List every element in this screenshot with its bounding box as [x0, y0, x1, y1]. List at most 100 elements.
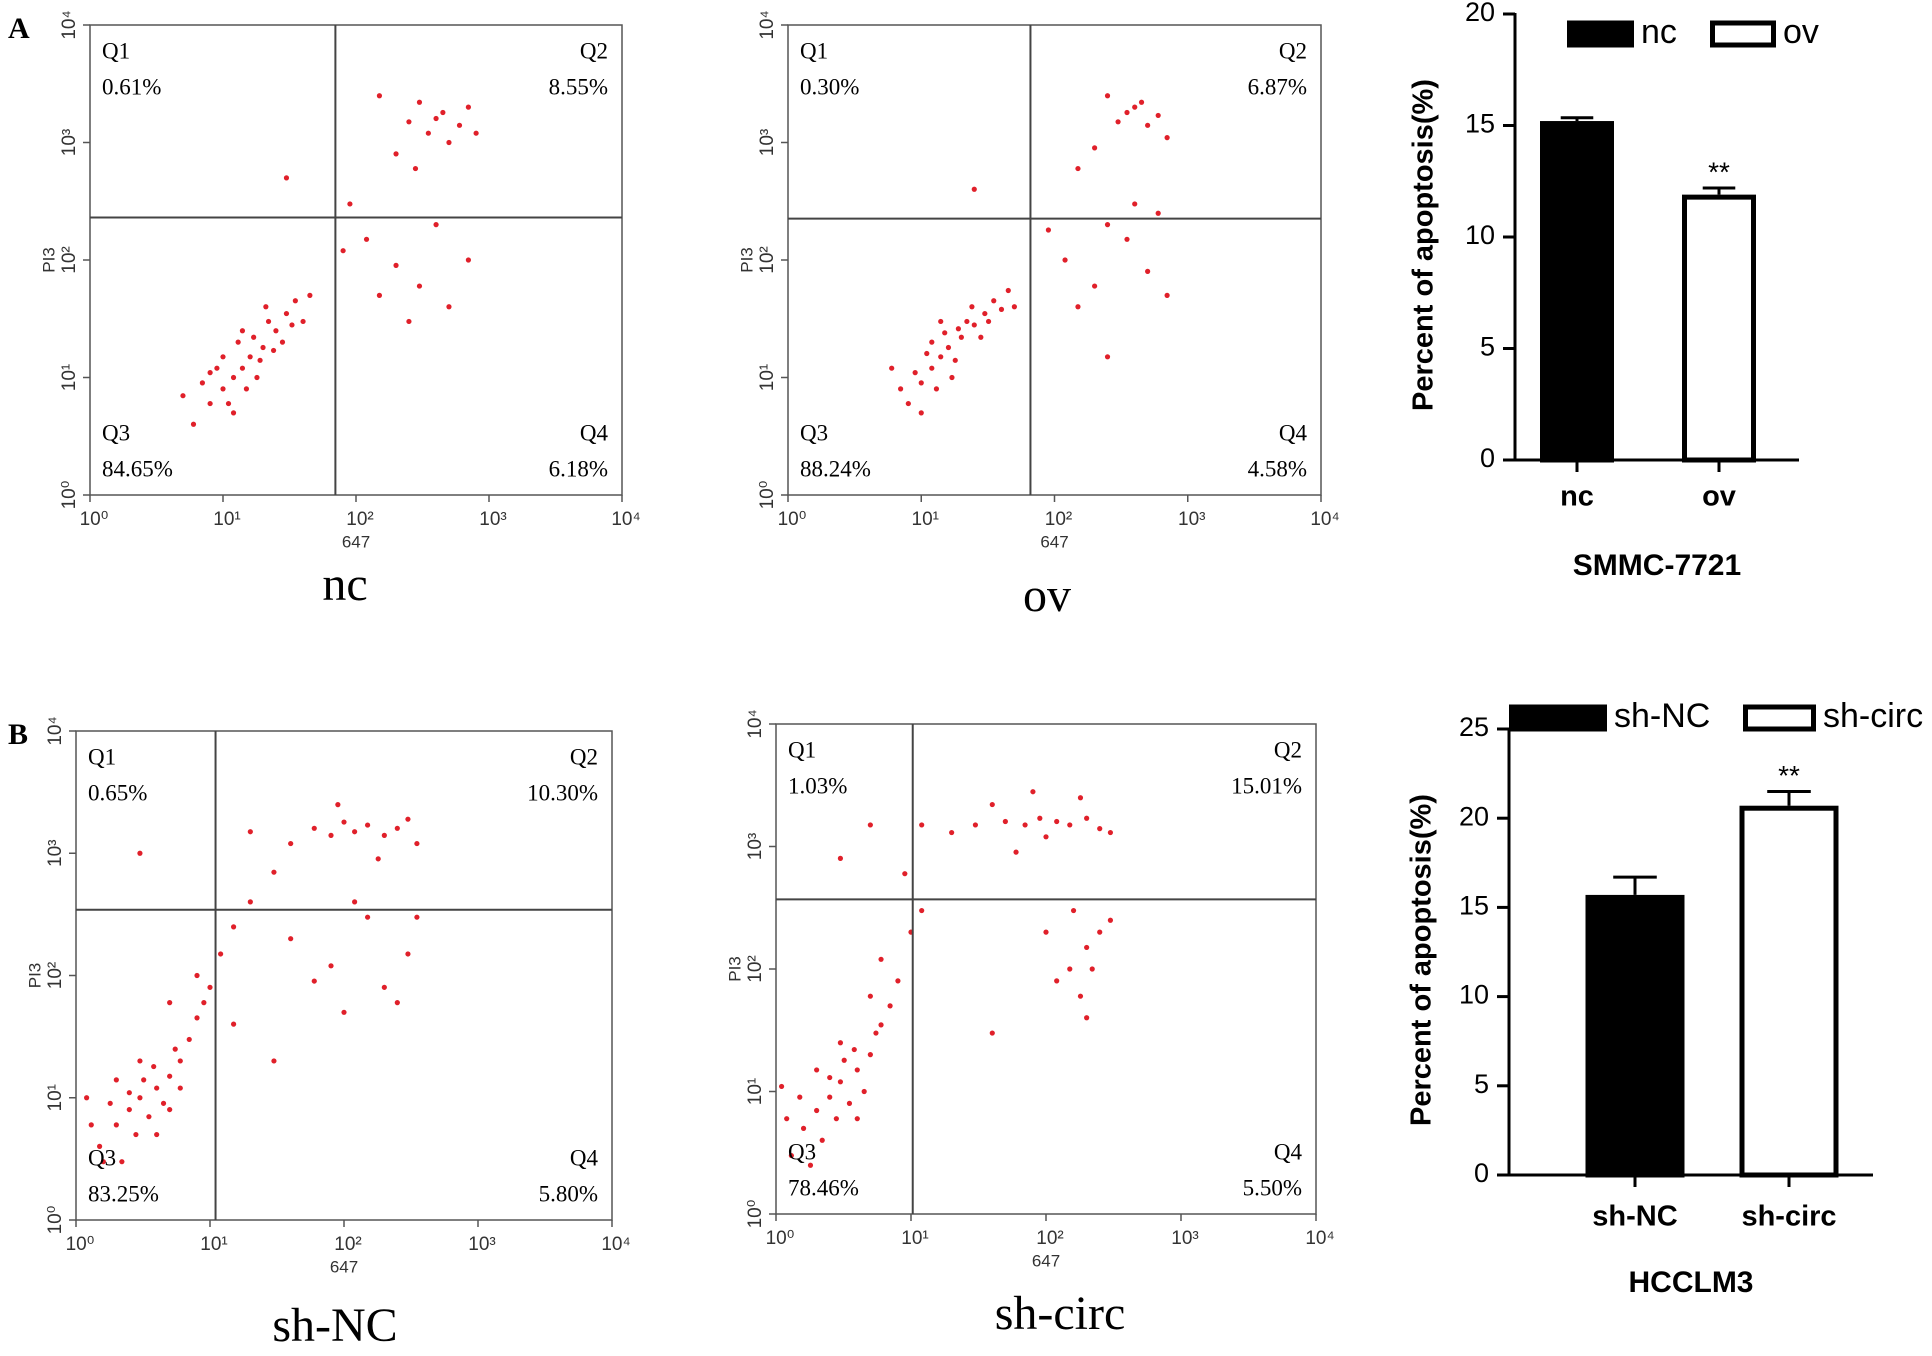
point	[465, 104, 471, 110]
point	[180, 393, 186, 399]
point	[247, 899, 253, 905]
point	[945, 344, 952, 351]
point	[1054, 978, 1060, 984]
point	[328, 963, 334, 969]
bar	[1682, 194, 1756, 463]
x-axis-label: HCCLM3	[1629, 1266, 1754, 1299]
point	[194, 972, 200, 979]
y-tick-label: 10⁰	[757, 481, 778, 510]
point	[969, 304, 975, 310]
y-tick-label: 20	[1459, 801, 1489, 831]
point	[394, 1000, 400, 1006]
point	[207, 400, 213, 407]
point	[972, 822, 979, 828]
point	[1104, 222, 1111, 228]
error-bar	[1560, 116, 1594, 122]
point	[279, 339, 286, 345]
x-tick-label: 10³	[1171, 1228, 1198, 1249]
point	[887, 1003, 893, 1009]
quadrant-name: Q2	[570, 744, 598, 769]
quadrant-percent: 0.65%	[88, 780, 147, 805]
quadrant-name: Q2	[1274, 737, 1302, 762]
quadrant-percent: 0.30%	[800, 74, 859, 99]
y-tick-label: 5	[1474, 1069, 1489, 1099]
bar	[1585, 894, 1685, 1178]
point	[375, 856, 381, 862]
point	[406, 119, 412, 125]
point	[465, 257, 471, 263]
point	[1145, 122, 1151, 128]
x-tick-label: nc	[1560, 481, 1594, 513]
quadrant-percent: 5.80%	[539, 1181, 598, 1206]
point	[172, 1046, 178, 1052]
point	[1104, 93, 1111, 99]
point	[433, 115, 439, 122]
point	[288, 840, 294, 847]
point	[347, 201, 353, 207]
x-tick-label: 10⁰	[66, 1234, 95, 1255]
significance: **	[1708, 156, 1730, 187]
point	[1155, 210, 1161, 216]
point	[394, 825, 400, 831]
point	[177, 1085, 183, 1091]
quadrant-percent: 1.03%	[788, 773, 847, 798]
x-axis-label: 647	[330, 1257, 358, 1276]
point	[1164, 135, 1170, 141]
point	[137, 1058, 143, 1064]
y-tick-label: 20	[1465, 0, 1495, 27]
point	[376, 292, 383, 298]
point	[412, 165, 419, 172]
point	[1075, 304, 1081, 310]
point	[1084, 944, 1090, 951]
point	[1145, 268, 1151, 274]
point	[364, 822, 371, 828]
point	[1089, 966, 1095, 972]
point	[978, 334, 984, 340]
point	[381, 832, 387, 838]
y-tick-label: 5	[1480, 332, 1495, 362]
point	[861, 1088, 867, 1095]
point	[955, 326, 961, 332]
bar	[1540, 121, 1614, 463]
point	[247, 829, 253, 835]
quadrant-percent: 84.65%	[102, 456, 173, 481]
y-tick-label: 10²	[757, 246, 778, 273]
point	[363, 236, 370, 242]
point	[958, 334, 964, 340]
point	[851, 1046, 857, 1053]
point	[854, 1116, 860, 1122]
point	[201, 1000, 207, 1006]
point	[230, 924, 237, 930]
point	[260, 344, 266, 351]
point	[788, 1152, 794, 1159]
point	[949, 829, 955, 836]
point	[107, 1100, 113, 1106]
point	[1164, 292, 1170, 298]
x-tick-label: 10⁴	[611, 509, 640, 530]
quadrant-percent: 5.50%	[1243, 1175, 1302, 1200]
x-tick-label: ov	[1702, 481, 1736, 513]
point	[146, 1114, 152, 1120]
point	[837, 1040, 844, 1046]
point	[889, 365, 895, 371]
y-tick-label: 10⁴	[45, 716, 66, 745]
quadrant-percent: 78.46%	[788, 1175, 859, 1200]
point	[328, 832, 334, 838]
y-tick-label: 25	[1459, 712, 1489, 742]
point	[929, 365, 935, 371]
point	[151, 1063, 157, 1070]
y-tick-label: 10⁴	[745, 709, 766, 738]
point	[1097, 825, 1103, 832]
point	[929, 339, 935, 345]
point	[952, 357, 958, 363]
point	[1030, 789, 1036, 795]
point	[814, 1107, 820, 1114]
point	[381, 984, 387, 990]
point	[207, 984, 213, 990]
point	[1075, 165, 1081, 172]
point	[364, 914, 371, 920]
point	[854, 1067, 860, 1073]
point	[1092, 283, 1098, 289]
